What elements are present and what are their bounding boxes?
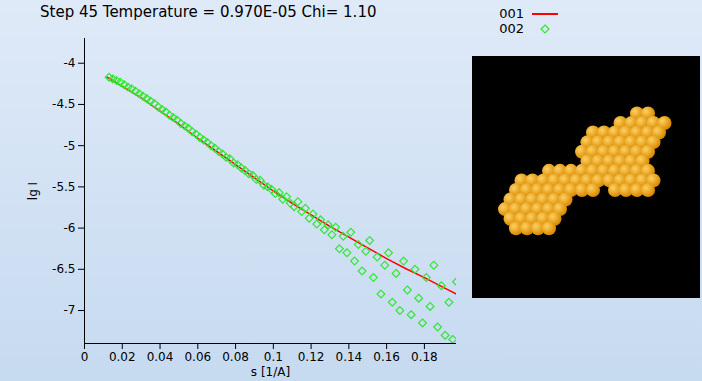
html-text:001: 001: [499, 6, 524, 21]
svg-text:0.06: 0.06: [184, 350, 211, 364]
svg-text:0.02: 0.02: [109, 350, 136, 364]
svg-text:-6.5: -6.5: [52, 262, 75, 276]
svg-text:0: 0: [81, 350, 89, 364]
svg-text:s [1/A]: s [1/A]: [251, 365, 290, 379]
svg-text:lg I: lg I: [26, 182, 40, 200]
html-text:002: 002: [499, 21, 524, 36]
svg-text:0.08: 0.08: [222, 350, 249, 364]
svg-text:-5: -5: [64, 139, 76, 153]
svg-text:0.1: 0.1: [264, 350, 283, 364]
svg-text:0.04: 0.04: [147, 350, 174, 364]
html-text:Step 45 Temperature = 0.970E-0: Step 45 Temperature = 0.970E-05 Chi= 1.1…: [40, 3, 377, 21]
svg-text:0.12: 0.12: [298, 350, 325, 364]
svg-text:-4: -4: [64, 56, 76, 70]
svg-text:-4.5: -4.5: [52, 97, 75, 111]
svg-text:0.14: 0.14: [336, 350, 363, 364]
svg-text:-7: -7: [64, 303, 76, 317]
svg-text:0.18: 0.18: [411, 350, 438, 364]
svg-text:0.16: 0.16: [373, 350, 400, 364]
svg-text:-6: -6: [64, 221, 76, 235]
svg-text:-5.5: -5.5: [52, 180, 75, 194]
